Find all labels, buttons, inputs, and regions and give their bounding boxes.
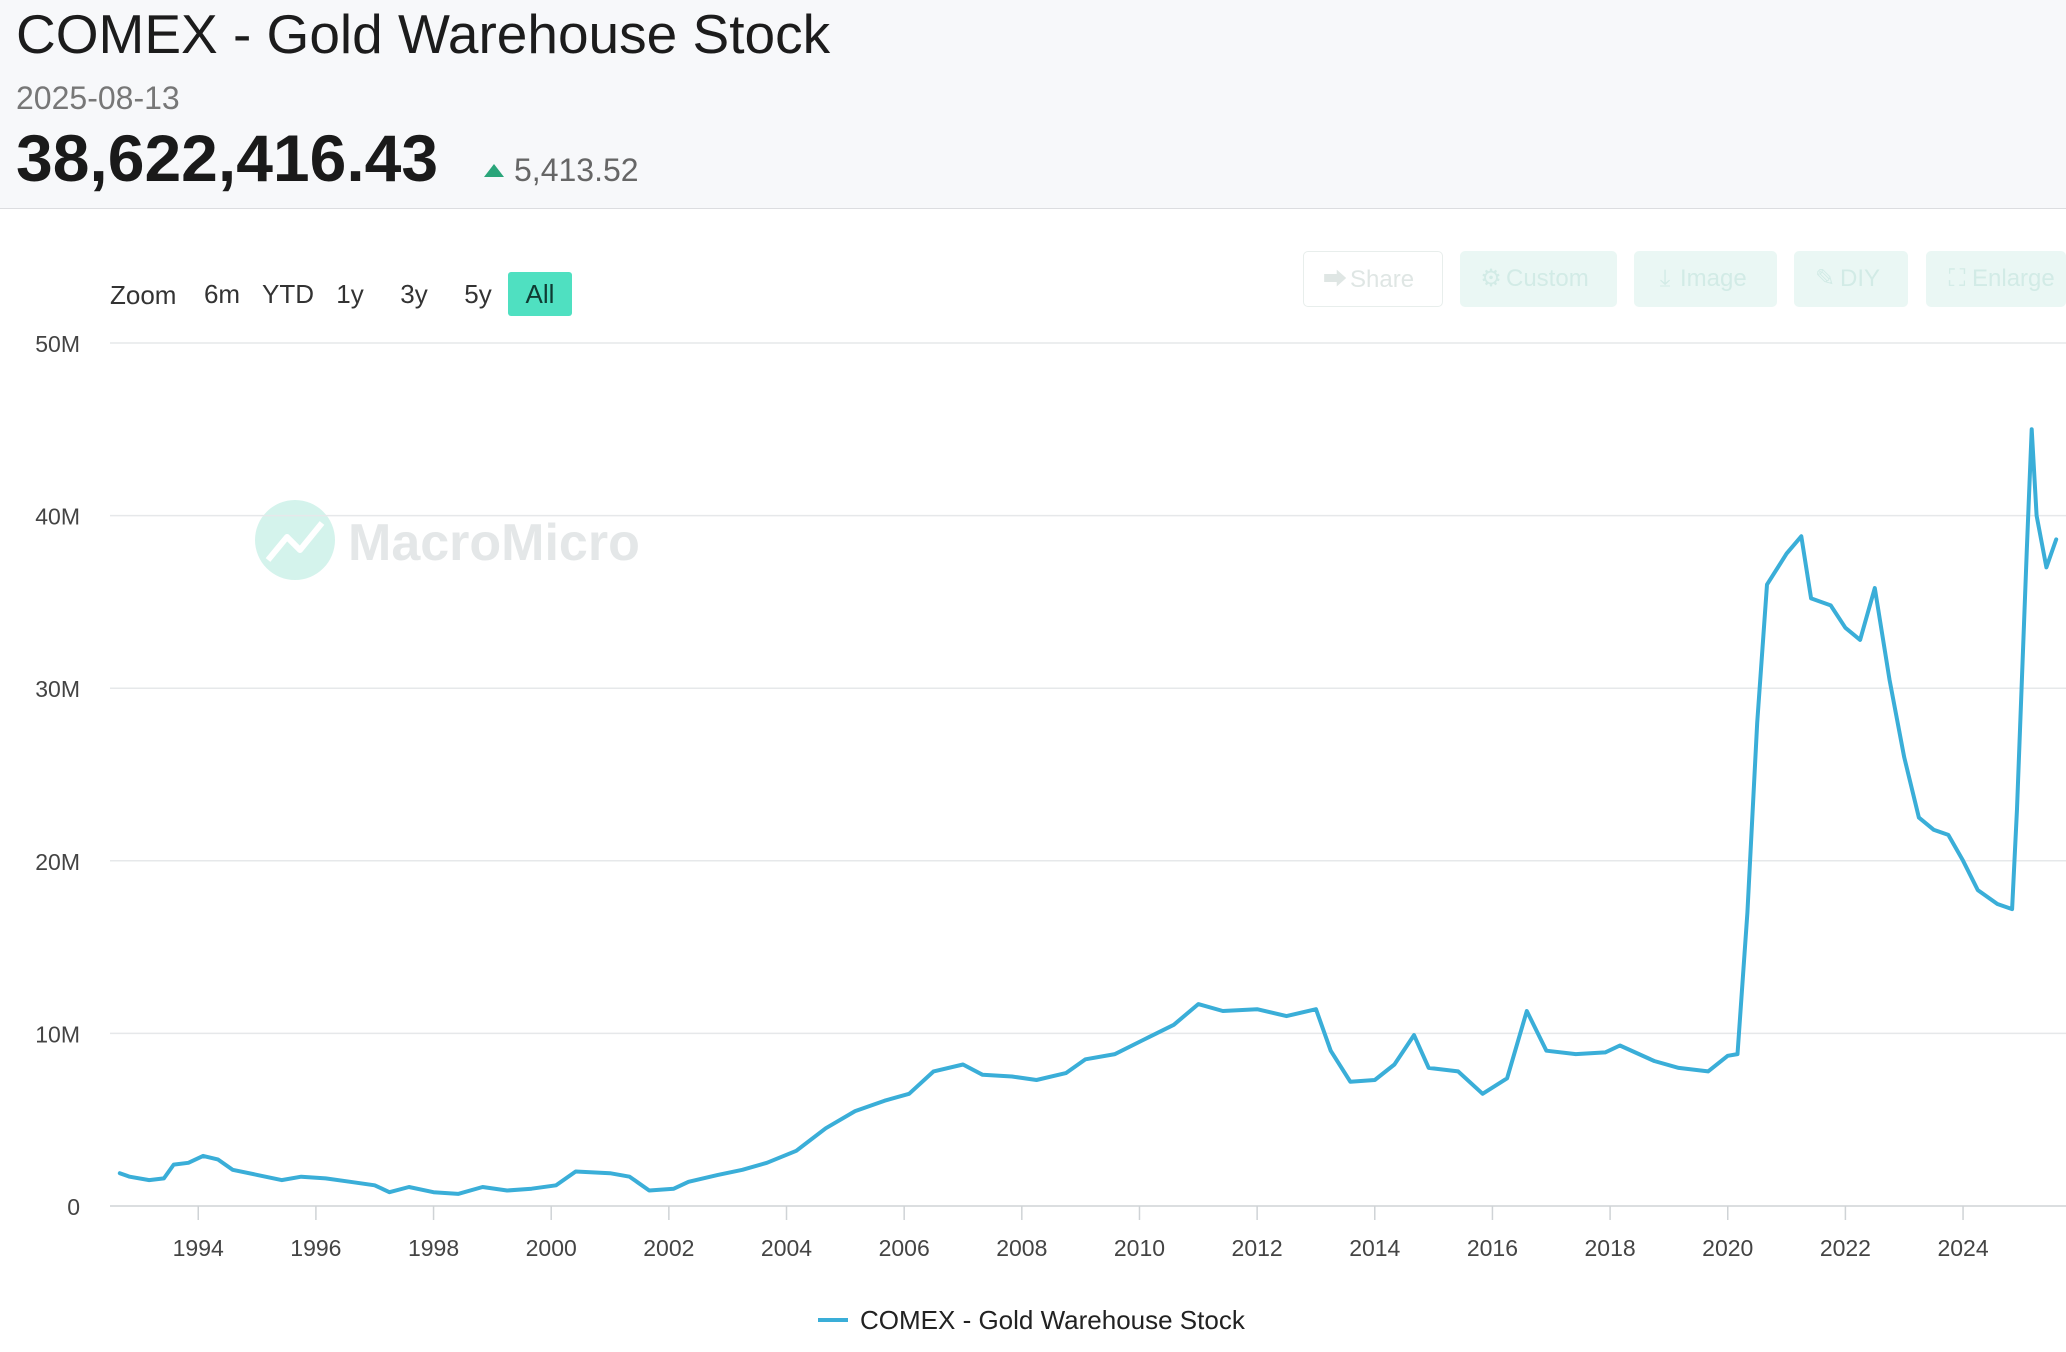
gear-icon: ⚙ [1480, 265, 1502, 292]
y-tick-label: 30M [35, 676, 80, 702]
x-tick-label: 2012 [1232, 1235, 1283, 1261]
image-label: Image [1680, 265, 1747, 292]
range-1y-button[interactable]: 1y [336, 279, 364, 309]
x-tick-label: 2014 [1349, 1235, 1400, 1261]
y-tick-label: 20M [35, 849, 80, 875]
share-icon: ⮕ [1323, 266, 1347, 293]
watermark-logo-mark [265, 521, 325, 562]
x-tick-label: 1996 [290, 1235, 341, 1261]
diy-label: DIY [1840, 265, 1881, 292]
series-layer [117, 427, 2059, 1196]
share-label: Share [1350, 266, 1415, 293]
x-tick-label: 2018 [1585, 1235, 1636, 1261]
y-tick-label: 10M [35, 1021, 80, 1047]
y-tick-label: 50M [35, 331, 80, 357]
x-axis: 1994 1996 1998 2000 2002 2004 2006 2008 2010 2012… [173, 1206, 1989, 1261]
x-tick-label: 2024 [1937, 1235, 1988, 1261]
diy-button[interactable]: ✎ DIY [1794, 251, 1908, 307]
x-tick-label: 2010 [1114, 1235, 1165, 1261]
watermark-text: MacroMicro [348, 514, 640, 572]
page-title: COMEX - Gold Warehouse Stock [16, 3, 831, 65]
x-tick-label: 2004 [761, 1235, 812, 1261]
custom-button[interactable]: ⚙ Custom [1460, 251, 1617, 307]
range-3y-button[interactable]: 3y [400, 279, 428, 309]
legend-label: COMEX - Gold Warehouse Stock [860, 1305, 1246, 1335]
x-tick-label: 2020 [1702, 1235, 1753, 1261]
watermark-logo-icon [255, 500, 335, 580]
x-tick-label: 2022 [1820, 1235, 1871, 1261]
x-tick-label: 2000 [526, 1235, 577, 1261]
range-all-button[interactable]: All [508, 272, 572, 316]
enlarge-label: Enlarge [1972, 265, 2055, 292]
up-triangle-icon [484, 164, 504, 177]
x-tick-label: 2016 [1467, 1235, 1518, 1261]
share-button[interactable]: ⮕ Share [1303, 251, 1443, 307]
expand-icon: ⛶ [1948, 265, 1966, 292]
enlarge-button[interactable]: ⛶ Enlarge [1926, 251, 2066, 307]
image-button[interactable]: ⤓ Image [1634, 251, 1777, 307]
pencil-icon: ✎ [1814, 265, 1836, 292]
x-tick-label: 1998 [408, 1235, 459, 1261]
y-tick-label: 40M [35, 504, 80, 530]
latest-date: 2025-08-13 [16, 80, 180, 116]
custom-label: Custom [1506, 265, 1589, 292]
series-line[interactable] [117, 427, 2059, 1196]
x-tick-label: 2002 [643, 1235, 694, 1261]
latest-value: 38,622,416.43 [16, 121, 439, 195]
range-5y-button[interactable]: 5y [464, 279, 492, 309]
range-6m-button[interactable]: 6m [203, 279, 241, 309]
range-ytd-button[interactable]: YTD [262, 279, 314, 309]
watermark: MacroMicro [255, 500, 640, 580]
x-tick-label: 1994 [173, 1235, 224, 1261]
y-axis: 0 10M 20M 30M 40M 50M [35, 331, 80, 1220]
header: COMEX - Gold Warehouse Stock 2025-08-13 … [0, 0, 2066, 209]
change-value: 5,413.52 [514, 152, 639, 188]
grid [110, 342, 2066, 1207]
x-tick-label: 2008 [996, 1235, 1047, 1261]
download-icon: ⤓ [1659, 265, 1671, 292]
legend[interactable]: COMEX - Gold Warehouse Stock [818, 1305, 1246, 1335]
x-tick-label: 2006 [879, 1235, 930, 1261]
y-tick-label: 0 [67, 1194, 80, 1220]
zoom-label: Zoom [110, 280, 177, 310]
